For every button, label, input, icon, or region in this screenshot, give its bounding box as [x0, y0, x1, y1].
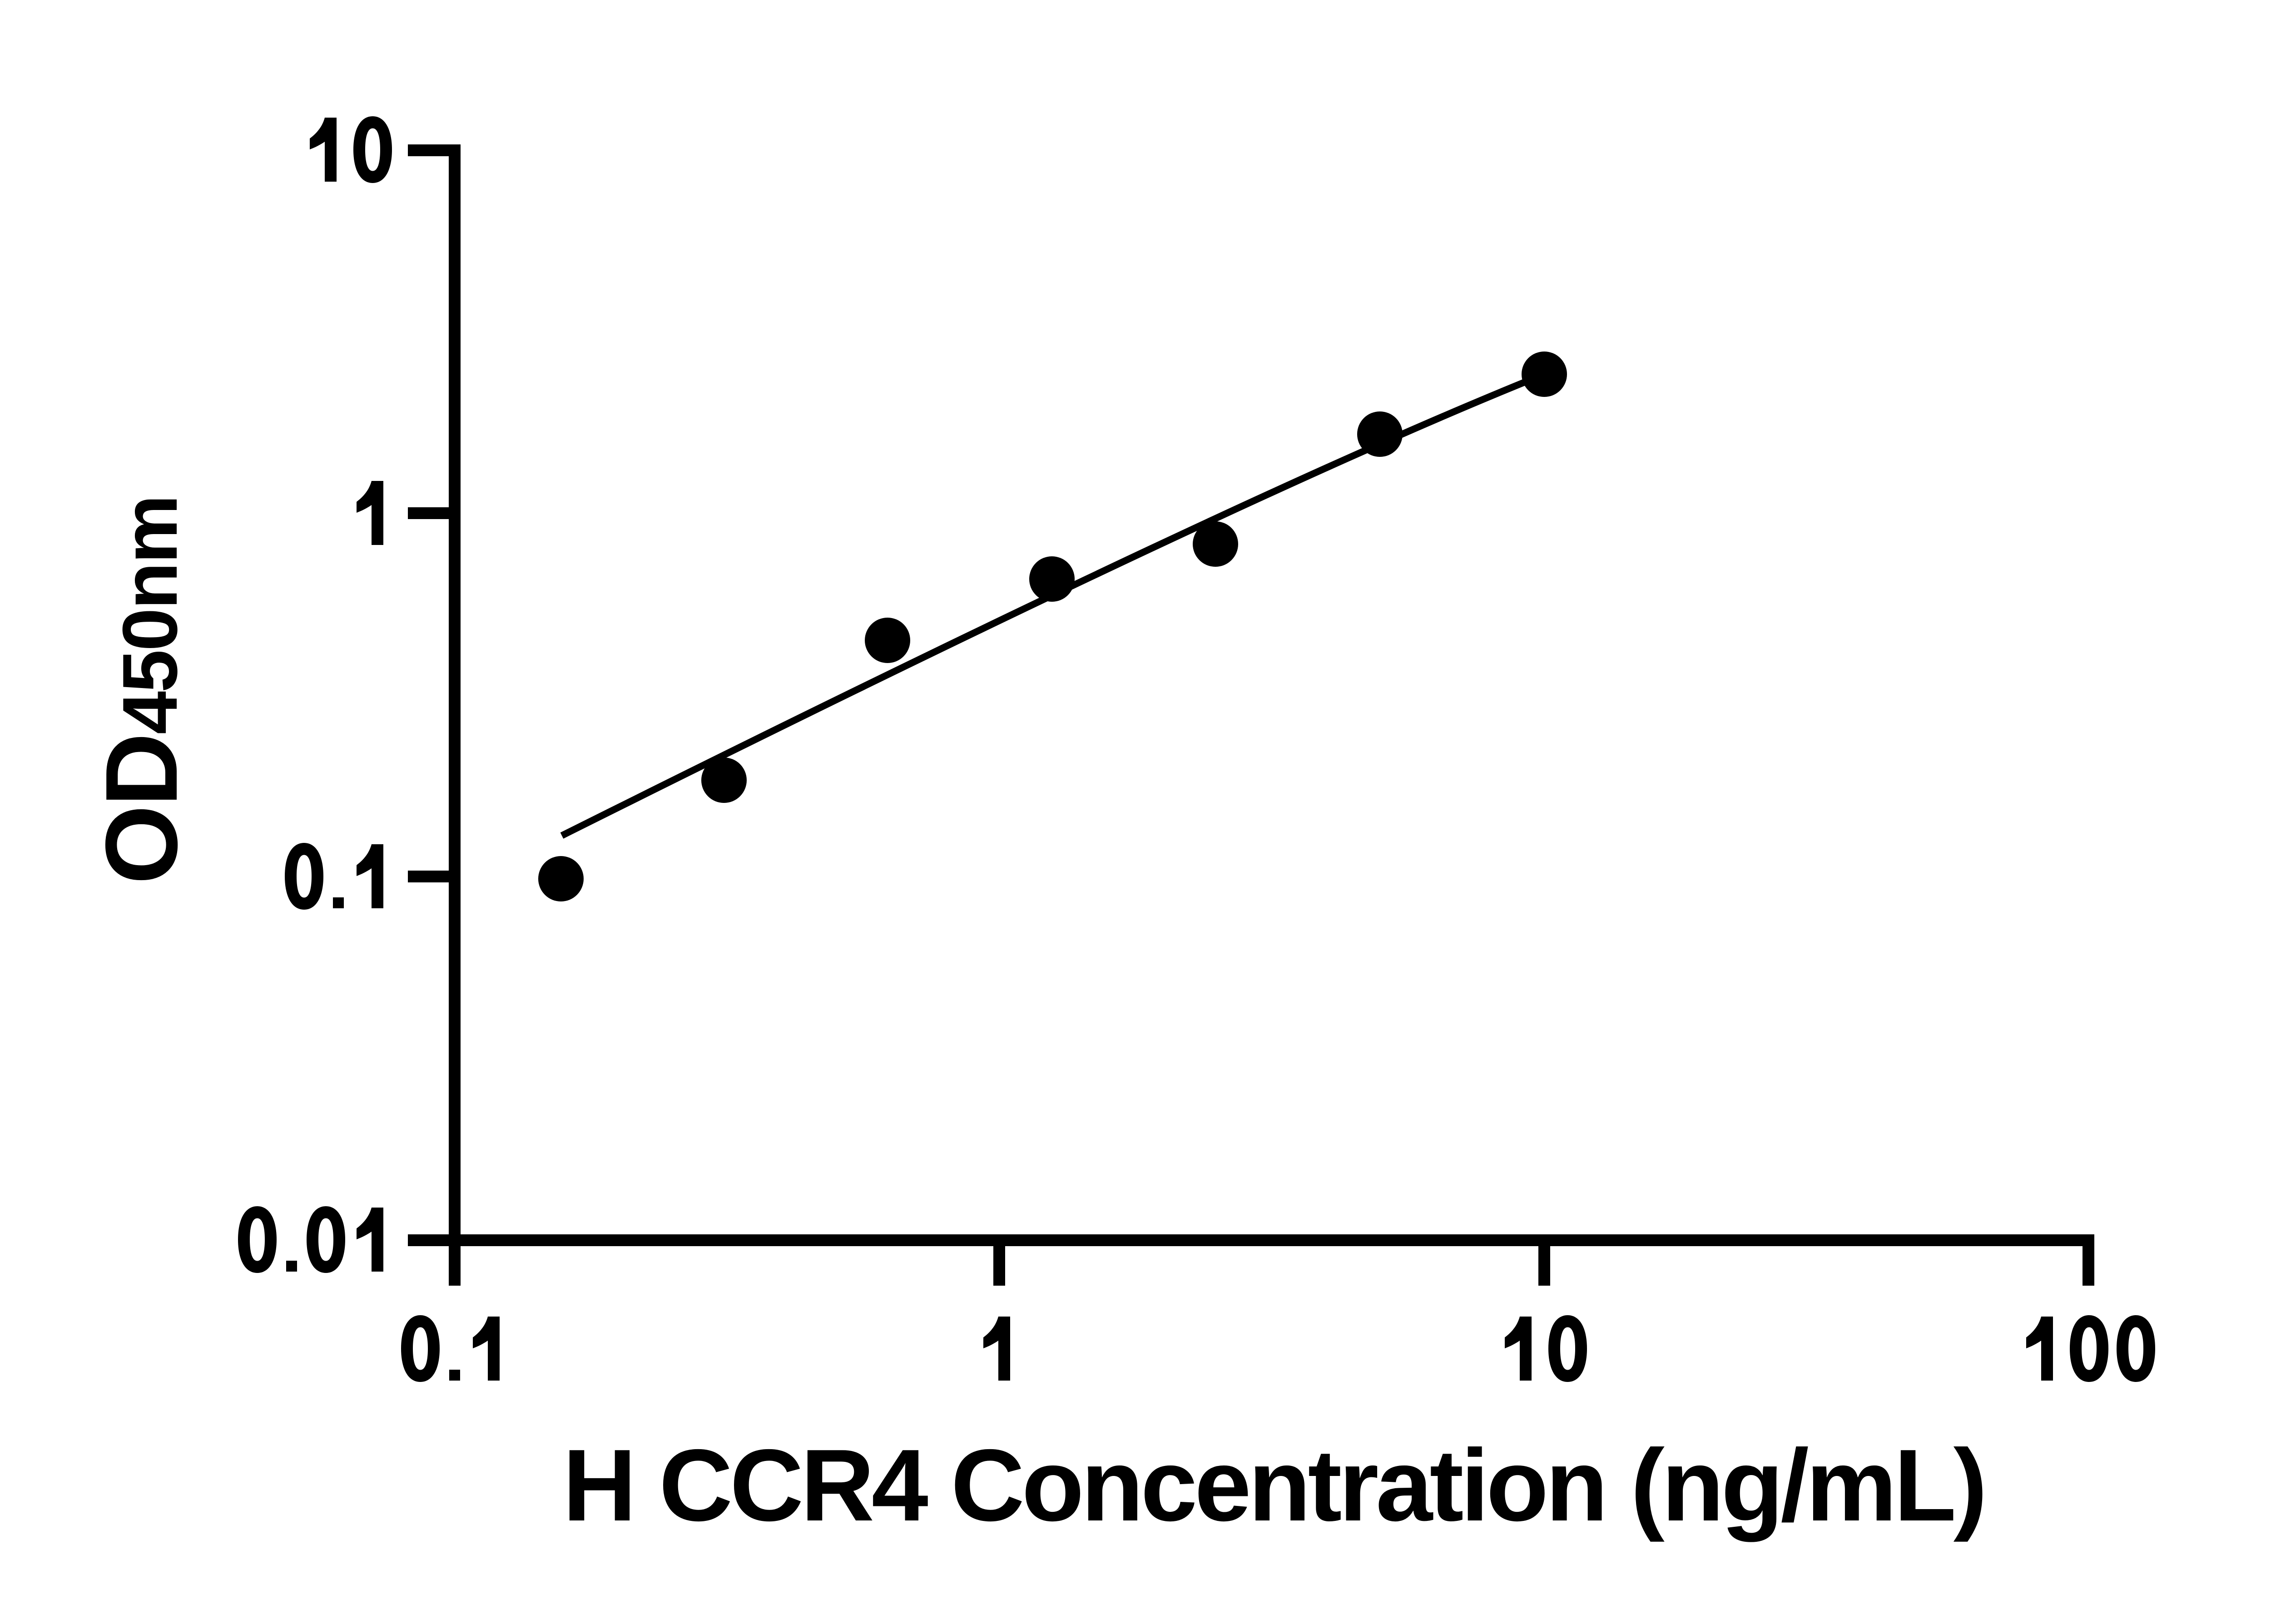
- svg-text:H CCR4 Concentration (ng/mL): H CCR4 Concentration (ng/mL): [563, 1428, 1984, 1542]
- svg-text:OD450nm: OD450nm: [84, 496, 198, 885]
